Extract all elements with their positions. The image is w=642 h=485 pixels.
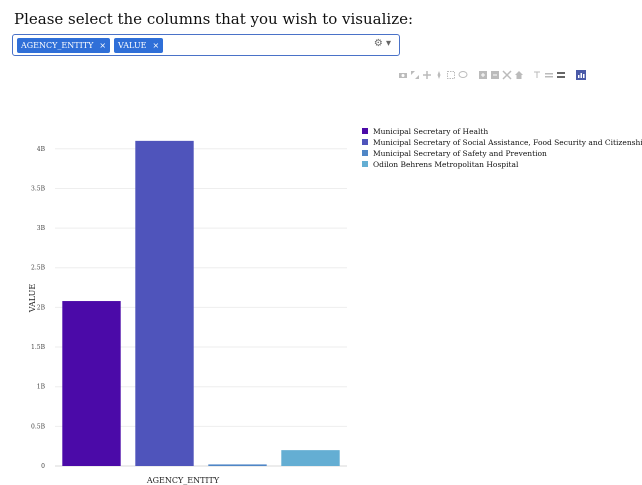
camera-icon[interactable]	[398, 70, 408, 80]
legend-swatch	[362, 128, 368, 134]
zoom-out-icon[interactable]	[478, 70, 488, 80]
y-tick-label: 0	[41, 463, 45, 470]
y-tick-label: 1B	[37, 384, 46, 391]
y-tick-label: 4B	[37, 146, 46, 153]
reset-axes-icon[interactable]	[502, 70, 512, 80]
y-tick-label: 1.5B	[31, 344, 46, 351]
y-tick-label: 2B	[37, 304, 46, 311]
dropdown-chevron-icon[interactable]: ⚙ ▾	[373, 38, 391, 49]
y-tick-label: 0.5B	[31, 423, 46, 430]
chip-agency-entity[interactable]: AGENCY_ENTITY ×	[17, 38, 111, 53]
remove-chip-icon[interactable]: ×	[99, 41, 107, 50]
hover-compare-icon[interactable]	[544, 70, 554, 80]
legend-swatch	[362, 150, 368, 156]
legend-label: Odilon Behrens Metropolitan Hospital	[373, 160, 519, 169]
y-axis-title: VALUE	[28, 284, 37, 314]
legend-item[interactable]: Municipal Secretary of Health	[362, 127, 488, 136]
x-axis-title: AGENCY_ENTITY	[146, 476, 220, 485]
chip-value[interactable]: VALUE ×	[114, 38, 164, 53]
legend-label: Municipal Secretary of Safety and Preven…	[373, 149, 547, 158]
chip-label: VALUE	[118, 41, 147, 50]
y-tick-label: 2.5B	[31, 265, 46, 272]
bar-2[interactable]	[208, 464, 267, 466]
bar-1[interactable]	[135, 140, 194, 466]
lasso-icon[interactable]	[446, 70, 456, 80]
zoom-icon[interactable]	[410, 70, 420, 80]
legend-swatch	[362, 139, 368, 145]
page-prompt: Please select the columns that you wish …	[14, 10, 414, 28]
legend-item[interactable]: Odilon Behrens Metropolitan Hospital	[362, 160, 518, 169]
y-tick-label: 3.5B	[31, 185, 46, 192]
y-tick-labels: 0 0.5B 1B 1.5B 2B 2.5B 3B 3.5B 4B	[31, 146, 46, 470]
legend-item[interactable]: Municipal Secretary of Social Assistance…	[362, 138, 642, 147]
hover-closest-icon[interactable]	[532, 70, 542, 80]
legend-label: Municipal Secretary of Health	[373, 127, 489, 136]
chip-label: AGENCY_ENTITY	[21, 41, 94, 50]
zoom-in-icon[interactable]	[458, 70, 468, 80]
bars	[62, 140, 340, 466]
remove-chip-icon[interactable]: ×	[152, 41, 160, 50]
pan-icon[interactable]	[422, 70, 432, 80]
column-multiselect[interactable]: AGENCY_ENTITY × VALUE × ⚙ ▾	[12, 34, 400, 56]
plotly-logo-icon[interactable]	[576, 70, 586, 80]
hover-compare-icon[interactable]	[556, 70, 566, 80]
legend-swatch	[362, 161, 368, 167]
y-tick-label: 3B	[37, 225, 46, 232]
autoscale-icon[interactable]	[490, 70, 500, 80]
spike-lines-icon[interactable]	[514, 70, 524, 80]
legend-label: Municipal Secretary of Social Assistance…	[373, 138, 642, 147]
box-select-icon[interactable]	[434, 70, 444, 80]
bar-0[interactable]	[62, 301, 121, 466]
bar-3[interactable]	[281, 450, 340, 466]
legend-item[interactable]: Municipal Secretary of Safety and Preven…	[362, 149, 547, 158]
